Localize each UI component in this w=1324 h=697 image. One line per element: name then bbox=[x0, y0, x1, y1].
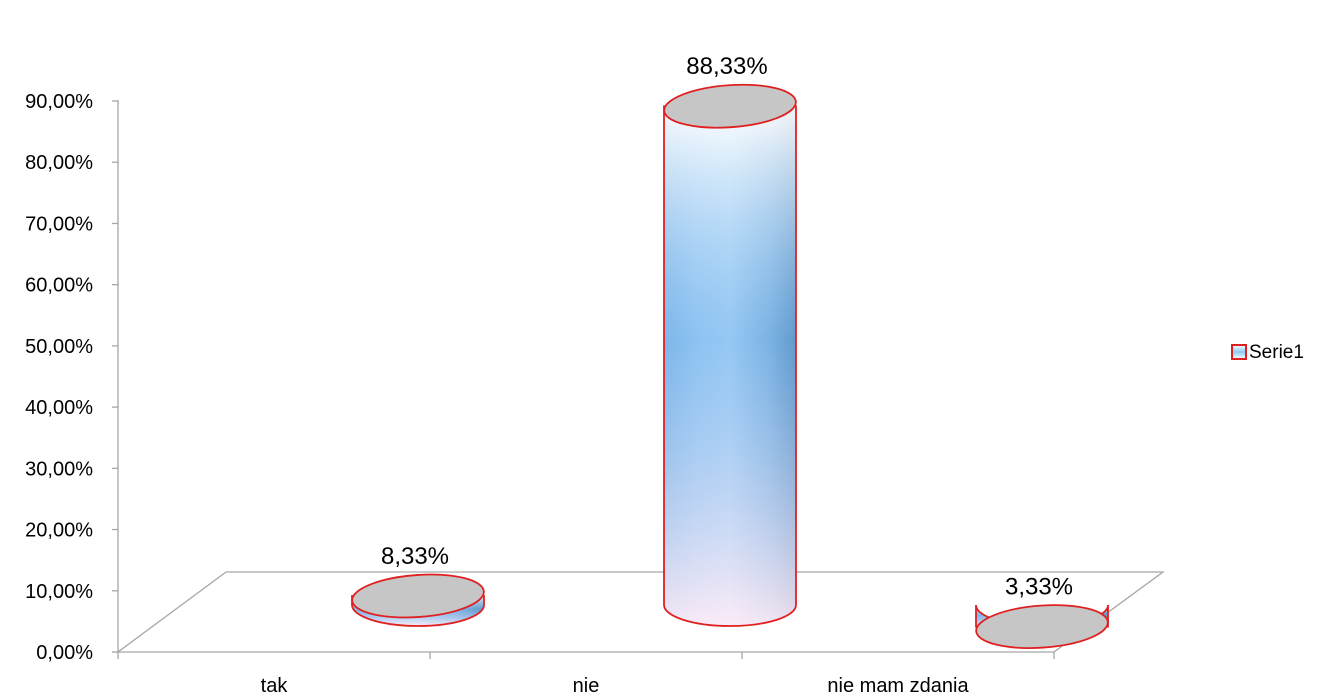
y-tick-label: 20,00% bbox=[25, 520, 93, 542]
bar-tak bbox=[351, 573, 485, 627]
bars-group bbox=[351, 83, 1109, 649]
y-tick-label: 70,00% bbox=[25, 213, 93, 235]
y-tick-label: 60,00% bbox=[25, 275, 93, 297]
y-tick-label: 0,00% bbox=[36, 642, 93, 664]
x-tick-label: nie mam zdania bbox=[827, 675, 969, 697]
bar-top bbox=[351, 573, 485, 619]
y-tick-label: 80,00% bbox=[25, 152, 93, 174]
legend-swatch-serie1 bbox=[1231, 344, 1247, 360]
bar-top bbox=[975, 604, 1109, 649]
y-axis: 0,00% 10,00% 20,00% 30,00% 40,00% 50,00% 60,00… bbox=[25, 91, 118, 664]
y-tick-label: 40,00% bbox=[25, 397, 93, 419]
y-tick-label: 10,00% bbox=[25, 581, 93, 603]
y-tick-label: 90,00% bbox=[25, 91, 93, 113]
legend: Serie1 bbox=[1231, 342, 1304, 363]
data-label: 88,33% bbox=[686, 53, 767, 80]
bar-nie bbox=[663, 83, 797, 627]
x-tick-label: tak bbox=[261, 675, 289, 697]
x-axis: tak nie nie mam zdania bbox=[117, 652, 1055, 697]
x-tick-label: nie bbox=[573, 675, 600, 697]
y-tick-label: 50,00% bbox=[25, 336, 93, 358]
bar-nie-mam-zdania bbox=[975, 604, 1109, 649]
data-label: 8,33% bbox=[381, 543, 449, 570]
data-label: 3,33% bbox=[1005, 574, 1073, 601]
y-tick-label: 30,00% bbox=[25, 458, 93, 480]
bar-top bbox=[663, 83, 797, 129]
legend-label-serie1: Serie1 bbox=[1249, 342, 1304, 363]
data-labels-group: 8,33% 88,33% 3,33% bbox=[381, 53, 1073, 600]
bar-body-shade bbox=[663, 105, 797, 627]
